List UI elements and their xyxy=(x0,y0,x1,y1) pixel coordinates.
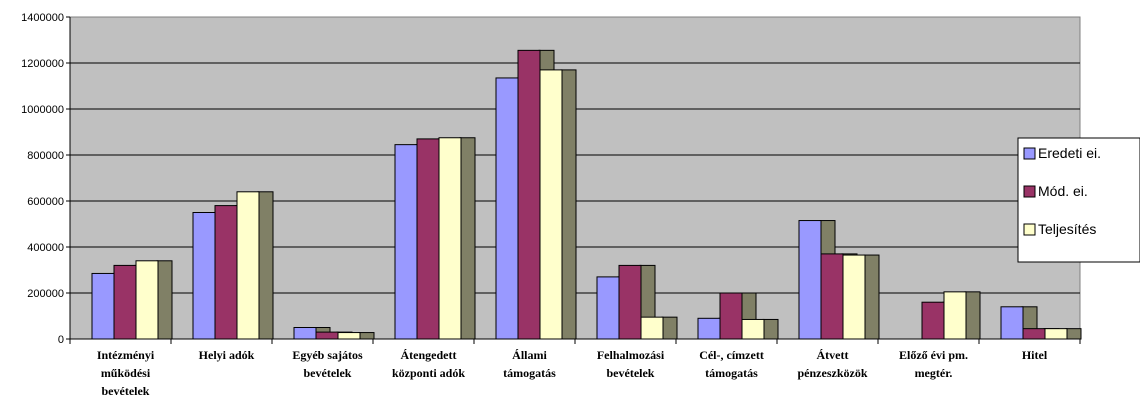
bar-1-9 xyxy=(1022,328,1046,340)
x-tick-label: Helyi adók xyxy=(199,348,255,362)
bar-depth xyxy=(1065,328,1082,340)
bar-1-3 xyxy=(416,138,440,340)
x-tick-label: Átvett xyxy=(817,348,849,362)
x-tick-label: Hitel xyxy=(1022,348,1048,362)
x-tick-label: központi adók xyxy=(392,366,465,380)
bar-0-0 xyxy=(91,272,115,340)
y-tick-label: 200000 xyxy=(27,288,64,300)
bars xyxy=(91,49,1082,340)
y-axis-ticks: 0 200000 400000 600000 800000 1000000 1200000 1… xyxy=(21,12,70,346)
x-tick-label: Cél-, címzett xyxy=(699,348,764,362)
bar-0-2 xyxy=(293,327,317,340)
x-tick-label: működési xyxy=(101,366,151,380)
y-tick-label: 400000 xyxy=(27,242,64,254)
bar-depth xyxy=(459,137,476,340)
x-tick-label: Átengedett xyxy=(401,348,457,362)
bar-2-8 xyxy=(943,291,967,340)
y-tick-label: 1400000 xyxy=(21,12,64,24)
bar-1-1 xyxy=(214,205,238,340)
y-tick-label: 1000000 xyxy=(21,104,64,116)
bar-depth xyxy=(257,191,274,340)
legend-label: Mód. ei. xyxy=(1038,183,1088,199)
bar-2-9 xyxy=(1044,328,1068,340)
plot-area xyxy=(69,16,1082,340)
bar-depth xyxy=(762,318,779,340)
bar-2-4 xyxy=(539,69,563,340)
x-tick-label: megtér. xyxy=(915,366,953,380)
y-tick-label: 800000 xyxy=(27,150,64,162)
bar-0-9 xyxy=(1000,306,1024,340)
bar-1-7 xyxy=(820,253,844,340)
legend-label: Teljesítés xyxy=(1038,221,1096,237)
bar-0-7 xyxy=(798,220,822,340)
y-tick-label: 600000 xyxy=(27,196,64,208)
bar-0-3 xyxy=(394,144,418,340)
legend-swatch xyxy=(1023,147,1036,160)
bar-0-4 xyxy=(495,77,519,340)
bar-1-2 xyxy=(315,331,339,340)
bar-2-2 xyxy=(337,332,361,340)
bar-depth xyxy=(358,332,375,340)
x-tick-label: Egyéb sajátos xyxy=(292,348,363,362)
bar-2-3 xyxy=(438,137,462,340)
bar-1-5 xyxy=(618,264,642,340)
bar-2-7 xyxy=(842,254,866,340)
legend: Eredeti ei. Mód. ei. Teljesítés xyxy=(1017,137,1140,263)
x-tick-label: pénzeszközök xyxy=(798,366,868,380)
bar-1-6 xyxy=(719,292,743,340)
bar-1-0 xyxy=(113,264,137,340)
x-tick-label: bevételek xyxy=(102,384,150,398)
x-tick-label: támogatás xyxy=(705,366,758,380)
x-tick-label: bevételek xyxy=(607,366,655,380)
bar-2-1 xyxy=(236,191,260,340)
x-tick-label: bevételek xyxy=(304,366,352,380)
legend-swatch xyxy=(1023,223,1036,236)
bar-depth xyxy=(156,260,173,340)
bar-depth xyxy=(560,69,577,340)
bar-2-0 xyxy=(135,260,159,340)
x-tick-label: Állami xyxy=(512,348,547,362)
bar-0-6 xyxy=(697,317,721,340)
y-tick-label: 0 xyxy=(58,334,64,346)
bar-1-8 xyxy=(921,301,945,340)
bar-0-5 xyxy=(596,276,620,340)
legend-box xyxy=(1017,137,1140,263)
x-tick-label: támogatás xyxy=(503,366,556,380)
x-axis-ticks: Intézményi működési bevételek Helyi adók Egy… xyxy=(69,339,1081,398)
x-tick-label: Intézményi xyxy=(97,348,155,362)
y-tick-label: 1200000 xyxy=(21,58,64,70)
legend-swatch xyxy=(1023,185,1036,198)
legend-label: Eredeti ei. xyxy=(1038,145,1101,161)
bar-depth xyxy=(863,254,880,340)
bar-2-6 xyxy=(741,318,765,340)
x-tick-label: Előző évi pm. xyxy=(899,348,968,362)
bar-2-5 xyxy=(640,316,664,340)
bar-0-1 xyxy=(192,212,216,340)
bar-1-4 xyxy=(517,49,541,340)
x-tick-label: Felhalmozási xyxy=(597,348,665,362)
bar-depth xyxy=(964,291,981,340)
bar-depth xyxy=(661,316,678,340)
